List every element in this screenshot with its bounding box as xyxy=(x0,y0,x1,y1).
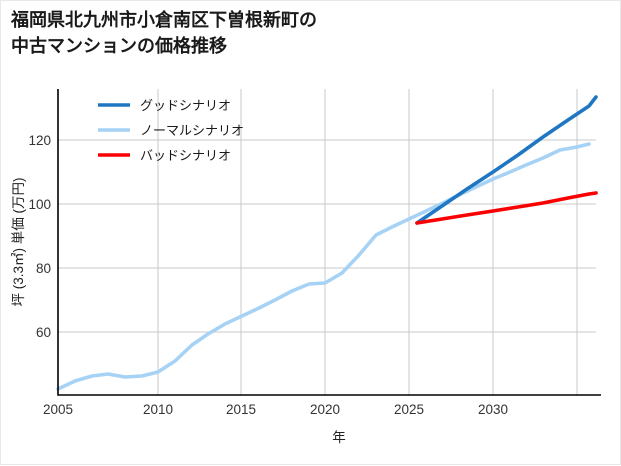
x-tick-2010: 2010 xyxy=(143,402,173,417)
y-axis-label: 坪 (3.3㎡) 単価 (万円) xyxy=(11,177,26,306)
x-tick-2015: 2015 xyxy=(226,402,256,417)
y-gridlines xyxy=(58,139,596,333)
y-tick-80: 80 xyxy=(36,261,51,276)
series-line-normal xyxy=(56,142,591,391)
x-tick-2020: 2020 xyxy=(310,402,340,417)
y-tick-120: 120 xyxy=(28,133,51,148)
y-tick-labels: 60 80 100 120 xyxy=(28,133,51,340)
legend-label-normal: ノーマルシナリオ xyxy=(140,123,244,138)
axis-spines xyxy=(57,89,601,396)
x-tick-2025: 2025 xyxy=(394,402,424,417)
legend-label-bad: バッドシナリオ xyxy=(140,148,231,163)
x-tick-2030: 2030 xyxy=(478,402,508,417)
x-axis-label: 年 xyxy=(332,430,346,445)
chart-legend: グッドシナリオ ノーマルシナリオ バッドシナリオ xyxy=(98,98,244,163)
x-tick-2005: 2005 xyxy=(43,402,73,417)
y-tick-100: 100 xyxy=(28,197,51,212)
y-tick-60: 60 xyxy=(36,325,51,340)
series-line-bad xyxy=(415,191,598,225)
x-gridlines xyxy=(157,89,578,395)
x-tick-labels: 2005 2010 2015 2020 2025 2030 xyxy=(43,402,508,417)
chart-title: 福岡県北九州市小倉南区下曽根新町の 中古マンションの価格推移 xyxy=(11,10,317,57)
series-line-good xyxy=(415,95,598,225)
legend-label-good: グッドシナリオ xyxy=(140,98,231,113)
